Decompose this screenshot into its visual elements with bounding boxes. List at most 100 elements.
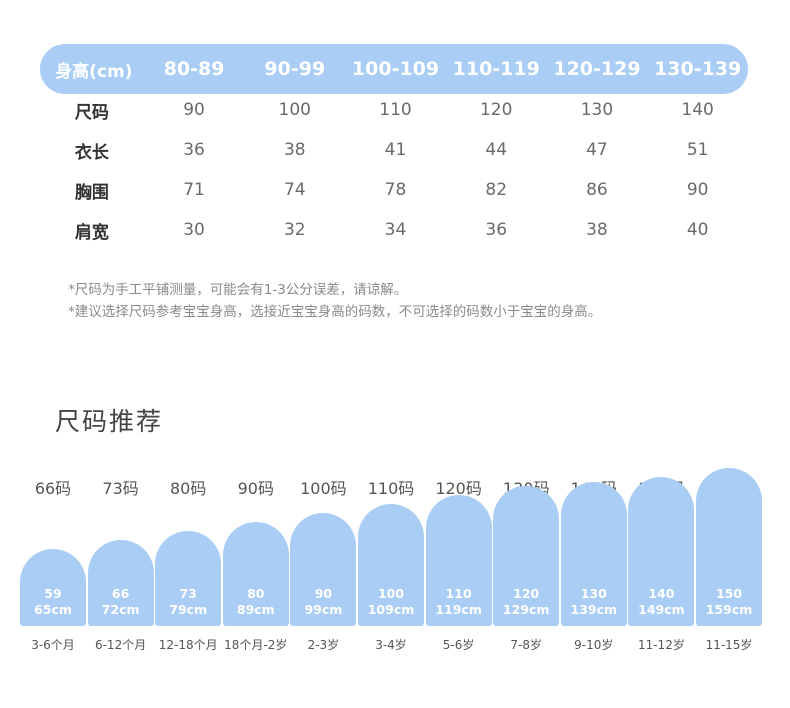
table-cell: 74: [283, 180, 306, 200]
table-cell: 30: [183, 220, 205, 240]
table-cell: 78: [384, 180, 407, 200]
recommendation-bar: 80 89cm: [222, 522, 289, 626]
height-min: 120: [513, 586, 540, 601]
recommendation-title: 尺码推荐: [55, 407, 164, 436]
table-cell: 34: [384, 220, 407, 240]
recommended-size-label: 100码: [300, 479, 347, 498]
age-range-label: 6-12个月: [94, 638, 147, 652]
age-range-label: 9-10岁: [574, 638, 614, 652]
table-cell: 130: [580, 100, 614, 120]
table-cell: 86: [586, 180, 608, 200]
table-cell: 44: [485, 140, 508, 160]
height-max: 139cm: [570, 602, 618, 617]
size-table-header: 身高(cm) 80-89 90-99 100-109 110-119 120-1…: [40, 44, 748, 94]
table-row: 尺码 90 100 110 120 130 140: [40, 90, 748, 130]
table-cell: 36: [183, 140, 205, 160]
row-label: 衣长: [74, 142, 109, 163]
height-max: 129cm: [502, 602, 550, 617]
header-height-range: 120-129: [553, 58, 641, 80]
table-cell: 100: [278, 100, 311, 120]
recommendation-bar: 130 139cm: [560, 481, 627, 626]
table-cell: 90: [183, 100, 205, 120]
table-cell: 90: [686, 180, 709, 200]
table-row: 胸围 71 74 78 82 86 90: [40, 170, 748, 210]
table-row: 衣长 36 38 41 44 47 51: [40, 130, 748, 170]
recommended-size-label: 73码: [102, 479, 139, 498]
row-label: 肩宽: [74, 222, 109, 243]
age-range-label: 5-6岁: [442, 638, 475, 652]
size-notes: *尺码为手工平铺测量，可能会有1-3公分误差，请谅解。 *建议选择尺码参考宝宝身…: [68, 279, 601, 323]
height-range-label: 100 109cm: [358, 586, 424, 618]
height-range-label: 66 72cm: [88, 586, 154, 618]
height-min: 110: [445, 586, 472, 601]
size-table-body: 尺码 90 100 110 120 130 140 衣长 36 38 41 44…: [40, 90, 748, 250]
header-height-range: 90-99: [264, 58, 326, 80]
height-max: 89cm: [236, 602, 275, 617]
height-range-label: 73 79cm: [155, 586, 221, 618]
height-min: 80: [247, 586, 265, 601]
age-range-label: 11-12岁: [637, 638, 685, 652]
recommendation-bar: 140 149cm: [628, 477, 695, 626]
height-max: 109cm: [367, 602, 415, 617]
age-range-label: 18个月-2岁: [224, 638, 288, 652]
note-recommendation: *建议选择尺码参考宝宝身高，选接近宝宝身高的码数，不可选择的码数小于宝宝的身高。: [68, 304, 602, 320]
recommendation-bar: 66 72cm: [87, 540, 154, 626]
age-range-label: 3-4岁: [375, 638, 407, 652]
age-range-label: 3-6个月: [31, 638, 75, 652]
table-cell: 71: [183, 180, 205, 200]
row-label: 胸围: [74, 182, 109, 203]
height-min: 90: [314, 586, 333, 601]
recommended-size-label: 66码: [34, 479, 72, 498]
recommendation-bar: 59 65cm: [20, 549, 86, 626]
age-range-label: 7-8岁: [510, 638, 542, 652]
age-range-label: 2-3岁: [307, 638, 340, 652]
height-min: 66: [111, 586, 130, 601]
height-max: 149cm: [638, 602, 685, 617]
table-cell: 82: [485, 180, 508, 200]
table-cell: 41: [384, 140, 407, 160]
height-min: 59: [44, 586, 62, 601]
height-min: 140: [648, 586, 675, 601]
height-min: 130: [580, 586, 607, 601]
table-cell: 38: [586, 220, 608, 240]
height-range-label: 90 99cm: [290, 586, 356, 618]
header-height-label: 身高(cm): [55, 61, 133, 82]
table-cell: 140: [681, 100, 714, 120]
height-max: 99cm: [304, 602, 343, 617]
recommendation-bar: 90 99cm: [290, 513, 357, 626]
table-cell: 36: [485, 220, 508, 240]
header-height-range: 130-139: [654, 58, 742, 80]
height-min: 100: [377, 586, 405, 601]
table-cell: 40: [686, 220, 709, 240]
height-range-label: 80 89cm: [223, 586, 289, 618]
height-max: 159cm: [705, 602, 753, 617]
recommended-size-label: 90码: [237, 479, 274, 498]
height-max: 119cm: [435, 602, 482, 617]
table-cell: 47: [586, 140, 608, 160]
height-min: 150: [715, 586, 743, 601]
note-measurement: *尺码为手工平铺测量，可能会有1-3公分误差，请谅解。: [68, 282, 408, 298]
recommended-size-label: 120码: [435, 479, 482, 498]
height-range-label: 130 139cm: [561, 586, 627, 618]
height-range-label: 59 65cm: [20, 586, 86, 618]
header-height-range: 100-109: [351, 58, 440, 80]
height-range-label: 150 159cm: [696, 586, 762, 618]
height-range-label: 140 149cm: [628, 586, 694, 618]
recommended-size-label: 110码: [367, 479, 415, 498]
table-cell: 32: [283, 220, 306, 240]
height-range-label: 120 129cm: [493, 586, 559, 618]
table-cell: 51: [686, 140, 709, 160]
recommendation-bar: 150 159cm: [696, 468, 762, 626]
height-max: 79cm: [169, 602, 208, 617]
recommendation-bar: 100 109cm: [358, 504, 424, 626]
header-height-range: 80-89: [163, 58, 225, 80]
table-cell: 120: [479, 100, 513, 120]
recommended-size-label: 80码: [170, 479, 207, 498]
table-row: 肩宽 30 32 34 36 38 40: [40, 210, 748, 250]
height-max: 65cm: [34, 602, 72, 617]
recommendation-bar: 120 129cm: [493, 486, 560, 626]
age-range-label: 11-15岁: [705, 638, 753, 652]
height-min: 73: [179, 586, 197, 601]
recommendation-bar: 110 119cm: [425, 495, 492, 626]
header-height-range: 110-119: [452, 58, 540, 80]
